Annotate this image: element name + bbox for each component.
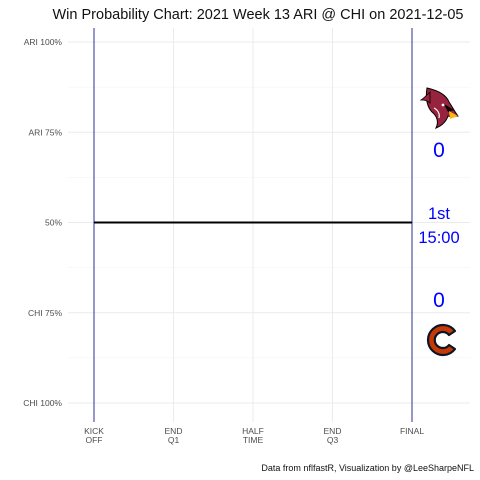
y-tick-label: ARI 75% [28, 127, 62, 137]
game-quarter: 1st [428, 205, 450, 223]
x-tick-label: Q1 [168, 435, 180, 445]
x-tick-label: OFF [86, 435, 103, 445]
x-tick-label: Q3 [327, 435, 339, 445]
chart-caption: Data from nflfastR, Visualization by @Le… [261, 463, 474, 473]
chart-title: Win Probability Chart: 2021 Week 13 ARI … [53, 7, 464, 23]
home-team-score: 0 [433, 289, 445, 312]
x-tick-label: END [324, 426, 342, 436]
bears-logo [426, 323, 457, 357]
away-team-score: 0 [433, 139, 445, 162]
x-tick-label: KICK [84, 426, 104, 436]
y-axis-ticks: ARI 100% ARI 75% 50% CHI 75% CHI 100% [23, 37, 62, 408]
x-tick-label: HALF [242, 426, 264, 436]
cardinals-logo [419, 87, 459, 129]
x-tick-label: END [165, 426, 183, 436]
y-tick-label: CHI 100% [23, 398, 62, 408]
y-tick-label: CHI 75% [28, 308, 62, 318]
gridlines [68, 28, 470, 422]
x-tick-label: FINAL [400, 426, 424, 436]
game-clock: 15:00 [418, 229, 459, 247]
quarter-marker-lines [93, 28, 413, 422]
y-tick-label: 50% [45, 218, 62, 228]
y-tick-label: ARI 100% [24, 37, 63, 47]
x-tick-label: TIME [243, 435, 264, 445]
